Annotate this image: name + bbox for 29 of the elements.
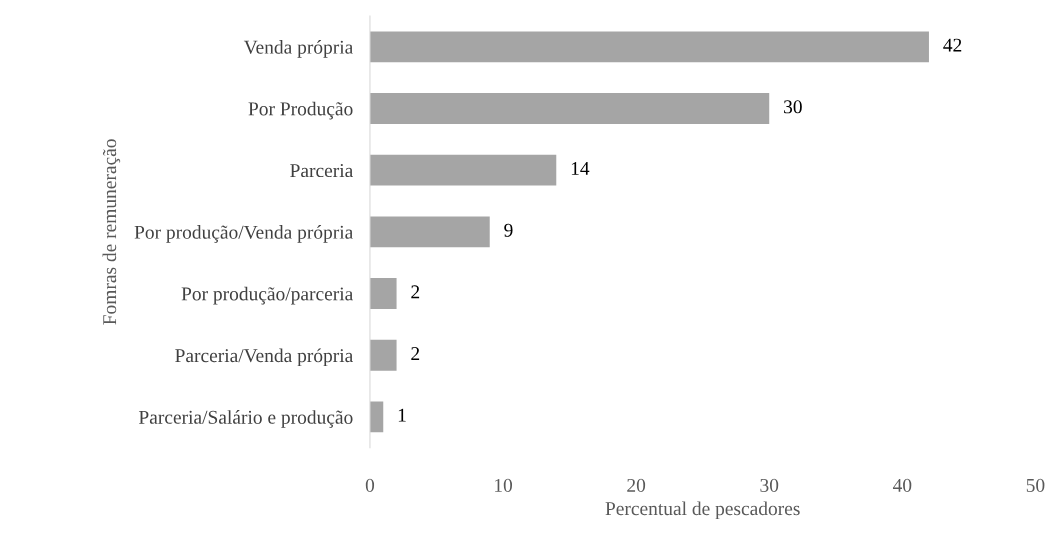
data-label: 30 [784, 100, 802, 114]
bar [369, 216, 490, 248]
data-label: 14 [571, 162, 590, 175]
y-tick-label: Por Produção [248, 101, 353, 120]
bar [369, 31, 929, 63]
data-label: 1 [398, 408, 406, 422]
y-tick-label: Parceria/Venda própria [175, 348, 354, 367]
y-tick-label: Por produção/parceria [181, 286, 354, 305]
x-tick-label: 10 [495, 478, 513, 492]
bar [369, 401, 384, 433]
bar [369, 339, 397, 371]
data-label: 9 [504, 223, 513, 237]
y-tick-label: Venda própria [243, 40, 354, 58]
x-tick-label: 30 [760, 478, 779, 492]
x-tick-label: 20 [627, 478, 646, 492]
x-tick-label: 50 [1026, 478, 1045, 492]
bar [369, 154, 557, 186]
data-label: 2 [411, 285, 420, 299]
x-tick-label: 0 [365, 478, 375, 492]
y-tick-label: Parceria [290, 164, 354, 178]
data-label: 2 [411, 347, 420, 360]
bar [369, 93, 770, 124]
x-tick-label: 40 [892, 478, 912, 492]
bar [369, 278, 397, 309]
y-axis-title: Fomras de remuneração [102, 139, 121, 325]
data-label: 42 [943, 38, 962, 52]
x-axis-title: Percentual de pescadores [605, 501, 800, 520]
y-tick-label: Parceria/Salário e produção [138, 410, 353, 428]
y-tick-label: Por produção/Venda própria [134, 225, 354, 243]
